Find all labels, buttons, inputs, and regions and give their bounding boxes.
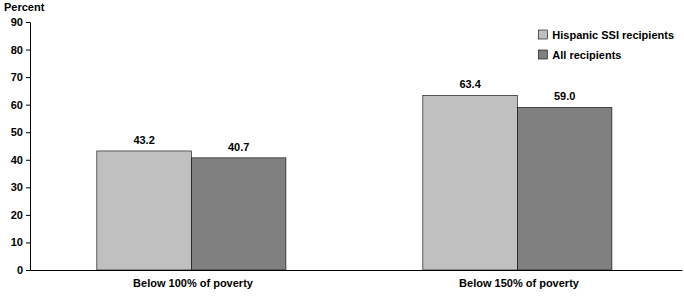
y-tick-label: 90 [11, 16, 23, 28]
y-tick-mark [26, 132, 30, 133]
data-label: 43.2 [133, 134, 154, 146]
y-axis-line [26, 23, 31, 271]
y-tick-label: 70 [11, 71, 23, 83]
y-tick-label: 60 [11, 99, 23, 111]
y-tick-label: 80 [11, 44, 23, 56]
y-tick-label: 30 [11, 181, 23, 193]
y-tick: 40 [11, 154, 30, 166]
x-tick: Below 100% of poverty [133, 270, 254, 289]
x-tick-label: Below 100% of poverty [133, 277, 254, 289]
bar [517, 107, 612, 270]
y-tick-mark [26, 105, 30, 106]
data-label: 40.7 [228, 141, 249, 153]
chart: 43.2 63.4 40.7 59.0 0 10 20 30 40 50 60 70 80 90 Below… [0, 0, 684, 297]
y-tick: 80 [11, 44, 30, 56]
x-axis: Below 100% of poverty Below 150% of pover… [31, 270, 683, 289]
y-tick: 70 [11, 71, 30, 83]
x-axis-line [31, 270, 683, 271]
data-labels: 43.2 63.4 40.7 59.0 [133, 78, 575, 153]
y-tick: 10 [11, 236, 30, 248]
y-tick: 0 [17, 264, 30, 276]
bars [97, 95, 612, 270]
bar [191, 158, 286, 270]
y-axis-title: Percent [4, 1, 45, 13]
legend: Hispanic SSI recipients All recipients [538, 29, 674, 61]
legend-item: Hispanic SSI recipients [538, 29, 674, 41]
plot: 43.2 63.4 40.7 59.0 0 10 20 30 40 50 60 70 80 90 Below… [11, 16, 683, 289]
y-tick-mark [26, 242, 30, 243]
y-axis: 0 10 20 30 40 50 60 70 80 90 [11, 16, 31, 276]
y-tick-mark [26, 270, 30, 271]
y-tick-mark [26, 77, 30, 78]
bar [423, 95, 518, 270]
legend-label: Hispanic SSI recipients [552, 29, 674, 41]
y-tick-label: 10 [11, 236, 23, 248]
y-tick-mark [26, 187, 30, 188]
data-label: 63.4 [459, 78, 481, 90]
legend-swatch [538, 50, 547, 59]
data-label: 59.0 [554, 90, 575, 102]
y-tick: 50 [11, 126, 30, 138]
y-tick-label: 0 [17, 264, 23, 276]
x-tick: Below 150% of poverty [459, 270, 580, 289]
y-tick-mark [26, 160, 30, 161]
bar [97, 151, 192, 270]
y-tick-label: 50 [11, 126, 23, 138]
y-tick: 30 [11, 181, 30, 193]
y-tick-label: 40 [11, 154, 23, 166]
y-tick-mark [26, 215, 30, 216]
legend-item: All recipients [538, 49, 621, 61]
y-tick: 60 [11, 99, 30, 111]
legend-swatch [538, 30, 547, 39]
y-tick-label: 20 [11, 209, 23, 221]
y-tick-mark [26, 50, 30, 51]
y-tick: 90 [11, 16, 30, 28]
y-tick: 20 [11, 209, 30, 221]
legend-label: All recipients [552, 49, 621, 61]
x-tick-label: Below 150% of poverty [459, 277, 580, 289]
y-tick-mark [26, 22, 30, 23]
